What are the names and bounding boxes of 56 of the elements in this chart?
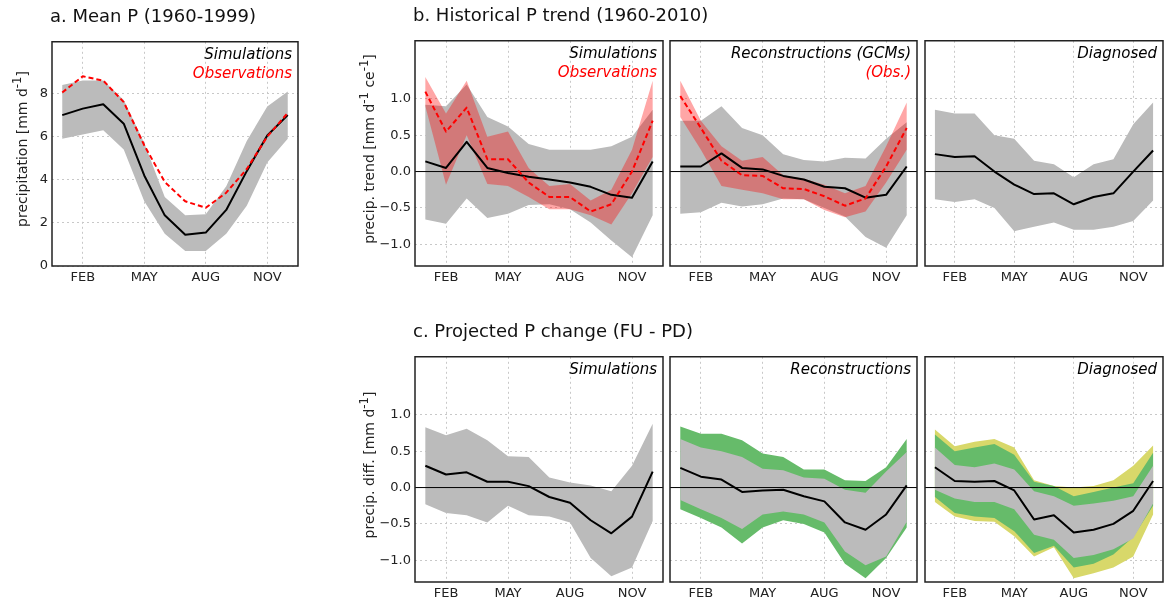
- x-tick-label: MAY: [749, 269, 777, 285]
- chart-title: a. Mean P (1960-1999): [50, 5, 256, 26]
- x-tick-label: NOV: [871, 269, 901, 285]
- x-tick-label: FEB: [433, 585, 459, 600]
- x-tick-label: AUG: [555, 585, 585, 600]
- x-tick-label: NOV: [871, 585, 901, 600]
- y-tick-label: 6: [39, 128, 48, 144]
- y-tick-label: −1.0: [379, 551, 411, 567]
- y-tick-label: −1.0: [379, 235, 411, 251]
- chart-title: c. Projected P change (FU - PD): [413, 320, 693, 341]
- text: Reconstructions (GCMs): [730, 44, 911, 63]
- x-tick-label: MAY: [749, 585, 777, 600]
- x-tick-label: FEB: [688, 585, 714, 600]
- y-tick-label: 0.0: [390, 162, 411, 178]
- y-tick-label: −0.5: [379, 515, 411, 531]
- y-tick-label: 0: [39, 257, 48, 273]
- x-tick-label: FEB: [688, 269, 714, 285]
- y-tick-label: 0.0: [390, 478, 411, 494]
- x-tick-label: MAY: [1000, 269, 1028, 285]
- x-tick-label: AUG: [810, 269, 839, 285]
- y-tick-label: 0.5: [390, 126, 411, 142]
- x-tick-label: NOV: [617, 585, 647, 600]
- text: Reconstructions: [790, 360, 912, 379]
- text: (Obs.): [865, 63, 911, 82]
- x-tick-label: AUG: [810, 585, 839, 600]
- x-tick-label: AUG: [191, 269, 220, 285]
- x-tick-label: FEB: [942, 585, 968, 600]
- y-tick-label: 2: [39, 214, 48, 230]
- x-tick-label: MAY: [130, 269, 158, 285]
- x-tick-label: AUG: [1059, 585, 1088, 600]
- x-tick-label: MAY: [494, 269, 522, 285]
- x-tick-label: NOV: [617, 269, 647, 285]
- text: Diagnosed: [1077, 44, 1158, 63]
- x-tick-label: AUG: [1059, 269, 1088, 285]
- text: Diagnosed: [1077, 360, 1158, 379]
- x-tick-label: MAY: [1000, 585, 1028, 600]
- y-tick-label: 1.0: [390, 90, 411, 106]
- y-tick-label: 8: [39, 84, 48, 100]
- x-tick-label: AUG: [555, 269, 585, 285]
- x-tick-label: FEB: [942, 269, 968, 285]
- y-tick-label: 0.5: [390, 442, 411, 458]
- text: Observations: [192, 64, 293, 83]
- x-tick-label: NOV: [1118, 269, 1148, 285]
- text: Observations: [557, 63, 658, 82]
- x-tick-label: FEB: [433, 269, 459, 285]
- x-tick-label: MAY: [494, 585, 522, 600]
- text: Simulations: [569, 44, 658, 63]
- text: Simulations: [569, 360, 658, 379]
- text: Simulations: [204, 45, 293, 64]
- chart-title: b. Historical P trend (1960-2010): [413, 4, 709, 25]
- x-tick-label: NOV: [1118, 585, 1148, 600]
- y-tick-label: 4: [39, 171, 48, 187]
- x-tick-label: FEB: [70, 269, 96, 285]
- y-tick-label: −0.5: [379, 199, 411, 215]
- y-tick-label: 1.0: [390, 406, 411, 422]
- x-tick-label: NOV: [252, 269, 282, 285]
